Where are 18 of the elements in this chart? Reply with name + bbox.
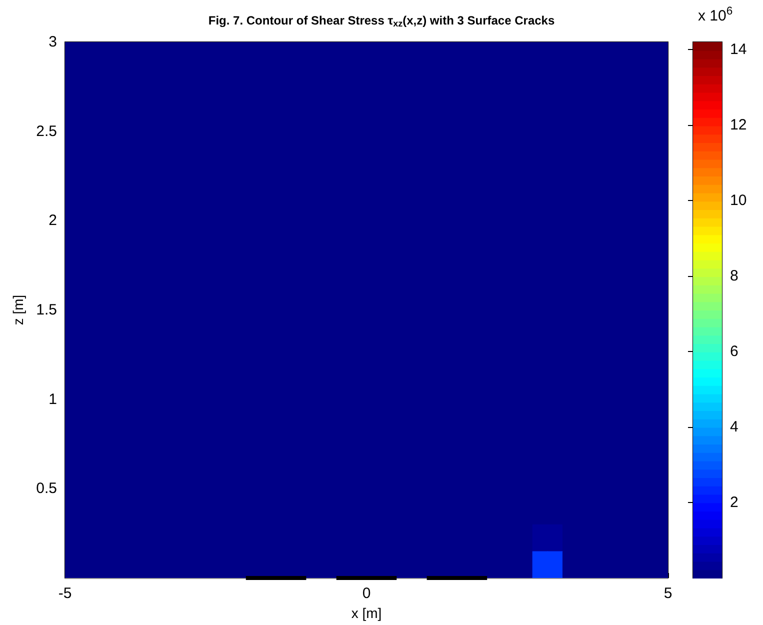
x-tick-label: 5 xyxy=(664,585,672,602)
y-tick-label: 1 xyxy=(48,390,57,408)
x-axis-title: x [m] xyxy=(351,604,382,621)
y-tick-label: 2 xyxy=(48,212,57,230)
x-tick-label: -5 xyxy=(58,585,72,602)
color-bar-label: 14 xyxy=(730,41,747,58)
y-tick-label: 1.5 xyxy=(36,302,57,318)
color-bar-label: 2 xyxy=(730,494,738,512)
y-axis-title: z [m] xyxy=(10,294,26,326)
color-bar-label: 12 xyxy=(730,116,747,134)
color-bar-label: 8 xyxy=(730,268,738,285)
y-tick-label: 0.5 xyxy=(36,480,57,498)
x-tick-label: 0 xyxy=(362,585,371,602)
color-bar-label: 6 xyxy=(730,343,738,360)
y-tick-label: 2.5 xyxy=(36,122,57,140)
y-tick-label: 3 xyxy=(48,34,57,50)
color-bar-label: 4 xyxy=(730,418,738,436)
color-bar-label: 10 xyxy=(730,192,747,210)
